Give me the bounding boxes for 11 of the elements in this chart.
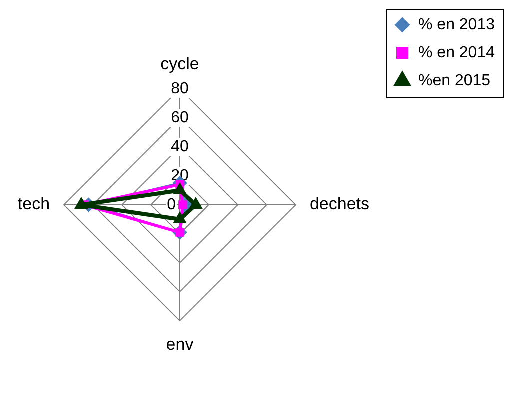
spoke-label: cycle [160,54,200,74]
legend-label: % en 2013 [418,16,496,34]
spoke-label: env [166,334,194,354]
y-tick-label: 60 [171,109,189,126]
y-tick-label: 0 [167,196,176,214]
y-tick-label: 80 [171,80,189,98]
spoke-label: tech [18,194,50,214]
y-tick-label: 40 [171,138,189,156]
spoke-label: dechets [310,194,370,214]
legend-label: %en 2015 [418,72,491,90]
legend-label: % en 2014 [418,44,496,62]
